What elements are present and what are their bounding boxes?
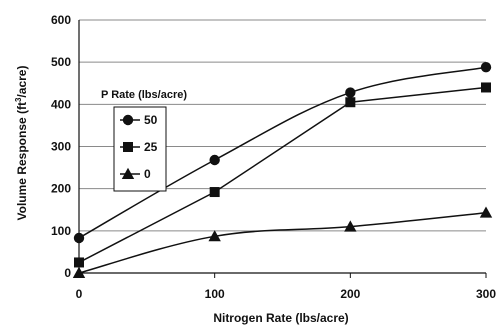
- y-axis-title: Volume Response (ft3/acre): [14, 66, 29, 221]
- y-tick-label-500: 500: [51, 55, 71, 69]
- x-tick-label-300: 300: [476, 287, 496, 301]
- series: [72, 62, 493, 278]
- x-tick-label-0: 0: [76, 287, 83, 301]
- point-25-0: [74, 257, 84, 268]
- series-line-50: [78, 66, 487, 239]
- point-0-200: [344, 220, 357, 232]
- legend-label-25: 25: [144, 140, 158, 154]
- point-50-0: [73, 232, 85, 244]
- legend-marker-0: [121, 167, 135, 179]
- y-tick-label-400: 400: [51, 97, 71, 111]
- y-axis-title-superscript: 3: [14, 97, 23, 102]
- y-tick-label-100: 100: [51, 224, 71, 238]
- x-tick-label-200: 200: [340, 287, 360, 301]
- series-line-25: [78, 86, 487, 264]
- legend-label-0: 0: [144, 167, 151, 181]
- legend: 50 25 0: [113, 106, 167, 192]
- legend-marker-50: [122, 114, 134, 126]
- legend-marker-25: [123, 142, 133, 152]
- y-tick-label-300: 300: [51, 140, 71, 154]
- point-25-200: [345, 97, 356, 108]
- y-tick-label-200: 200: [51, 182, 71, 196]
- axes: [78, 20, 487, 278]
- x-axis-title: Nitrogen Rate (lbs/acre): [213, 311, 348, 325]
- point-50-300: [480, 62, 492, 73]
- series-line-0: [78, 211, 487, 274]
- legend-box: [113, 106, 167, 192]
- x-tick-label-100: 100: [205, 287, 225, 301]
- y-axis-title-prefix: Volume Response (ft: [15, 102, 29, 220]
- y-axis-title-suffix: /acre): [15, 66, 29, 98]
- y-tick-label-600: 600: [51, 13, 71, 27]
- y-tick-label-0: 0: [64, 266, 71, 280]
- point-50-100: [209, 154, 220, 166]
- point-0-100: [208, 230, 221, 242]
- point-25-100: [209, 187, 220, 198]
- point-50-200: [345, 87, 356, 98]
- point-0-300: [479, 206, 493, 218]
- legend-title: P Rate (lbs/acre): [101, 89, 187, 101]
- legend-label-50: 50: [144, 113, 158, 127]
- point-0-0: [72, 266, 86, 278]
- point-25-300: [481, 82, 491, 93]
